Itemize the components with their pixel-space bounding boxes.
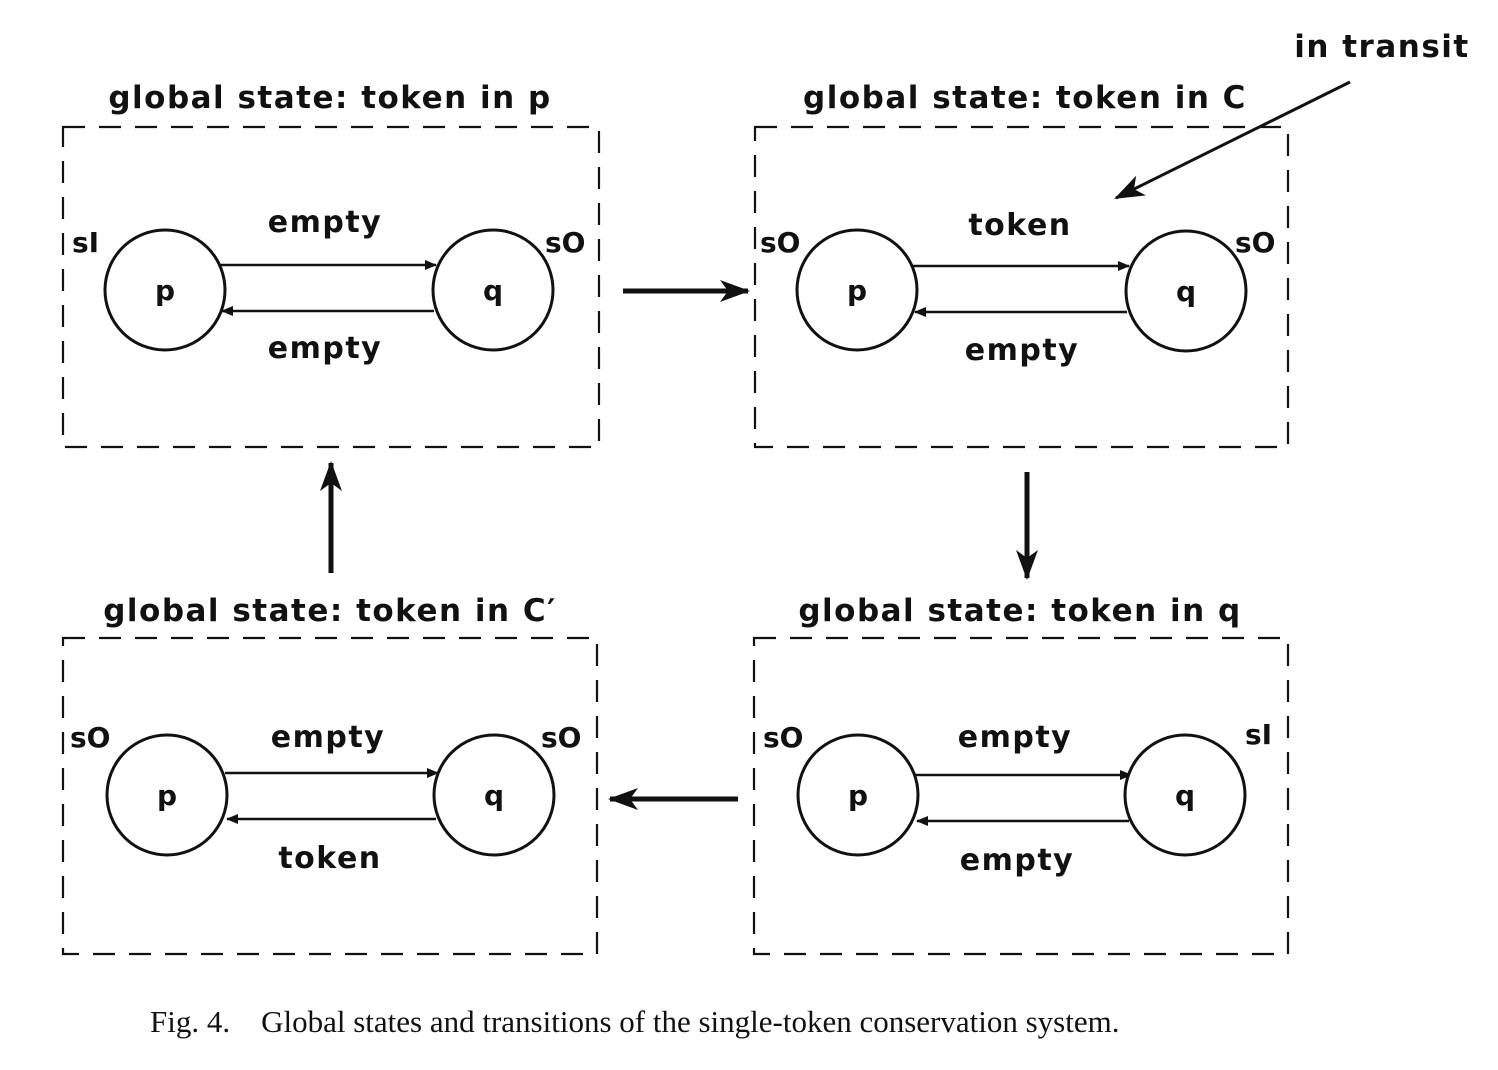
panel-token-in-c: global state: token in C p q token empty… — [753, 80, 1290, 449]
process-q-label: q — [1176, 275, 1196, 308]
channel-q-to-p-label: empty — [960, 843, 1074, 878]
panel-title: global state: token in C — [803, 80, 1247, 116]
panel-title: global state: token in C′ — [103, 593, 557, 629]
process-q-label: q — [1175, 779, 1195, 812]
process-q-label: q — [483, 274, 503, 307]
process-q-state: sO — [1235, 226, 1275, 259]
process-p-state: sO — [763, 721, 803, 754]
process-p-label: p — [157, 779, 177, 812]
channel-q-to-p-label: empty — [268, 331, 382, 366]
process-p-label: p — [155, 274, 175, 307]
process-p-state: sO — [760, 226, 800, 259]
process-q-node — [1123, 733, 1247, 857]
process-q-state: sO — [545, 226, 585, 259]
process-q-state: sI — [1245, 718, 1272, 751]
channel-p-to-q-label: empty — [958, 720, 1072, 755]
channel-q-to-p-label: empty — [965, 333, 1079, 368]
panel-title: global state: token in p — [108, 80, 551, 116]
process-q-state: sO — [541, 721, 581, 754]
process-p-label: p — [847, 274, 867, 307]
channel-p-to-q-label: empty — [268, 205, 382, 240]
process-p-node — [103, 228, 227, 352]
process-p-node — [795, 228, 919, 352]
figure-caption: Fig. 4. Global states and transitions of… — [150, 1004, 1119, 1039]
panel-border — [753, 125, 1290, 449]
process-q-node — [431, 228, 555, 352]
channel-p-to-q-label: token — [968, 208, 1071, 243]
panel-border — [61, 125, 601, 449]
process-q-node — [432, 733, 556, 857]
process-q-label: q — [484, 779, 504, 812]
process-q-node — [1124, 229, 1248, 353]
panel-token-in-q: global state: token in q p q empty empty… — [752, 593, 1290, 956]
panel-title: global state: token in q — [798, 593, 1241, 629]
process-p-state: sO — [70, 721, 110, 754]
in-transit-pointer-arrow — [1114, 80, 1351, 200]
panel-token-in-c-prime: global state: token in C′ p q empty toke… — [61, 593, 599, 956]
channel-q-to-p-label: token — [278, 841, 381, 876]
process-p-node — [796, 733, 920, 857]
process-p-label: p — [848, 779, 868, 812]
in-transit-annotation: in transit — [1294, 29, 1469, 65]
process-p-node — [105, 733, 229, 857]
process-p-state: sI — [72, 226, 99, 259]
channel-p-to-q-label: empty — [271, 720, 385, 755]
panel-border — [752, 636, 1290, 956]
panel-token-in-p: global state: token in p p q empty empty… — [61, 80, 601, 449]
panel-border — [61, 636, 599, 956]
